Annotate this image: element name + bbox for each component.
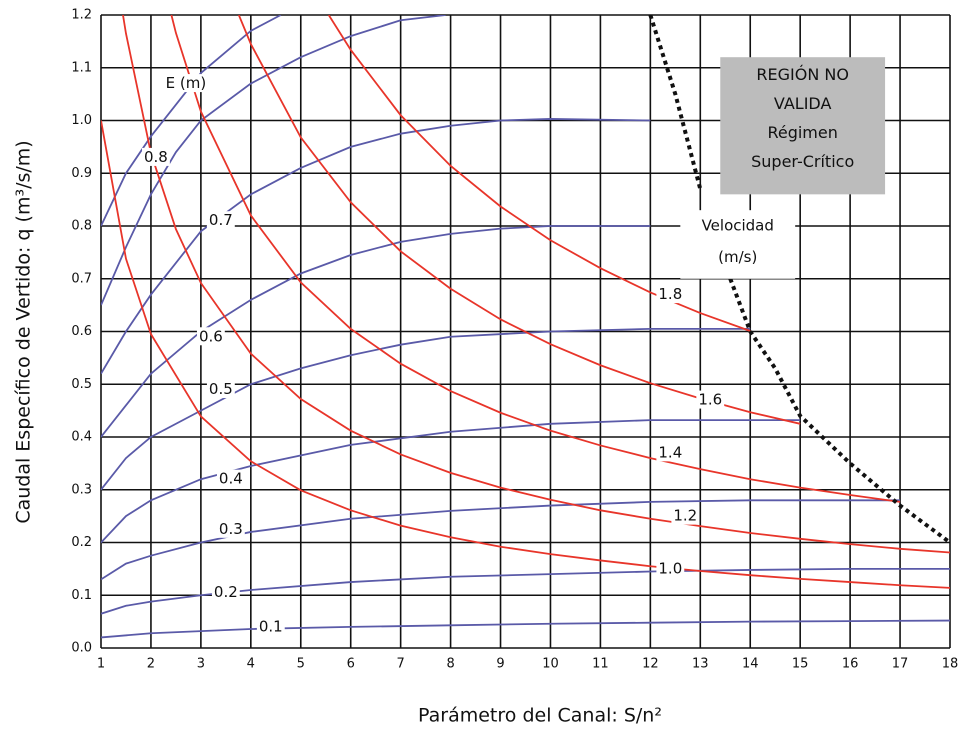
series-label: 0.6 (199, 327, 223, 345)
series-label-bg (216, 469, 245, 488)
series-label: 0.2 (214, 583, 238, 601)
x-tick-label: 7 (397, 657, 405, 672)
series-label-bg (656, 443, 685, 462)
curve (101, 15, 282, 227)
series-label-bg (196, 327, 225, 346)
series-label: 1.0 (658, 559, 682, 577)
series-label: 1.2 (673, 507, 697, 525)
velocity-bg (680, 210, 796, 279)
curve (170, 15, 901, 503)
x-tick-label: 6 (347, 657, 355, 672)
y-tick-label: 0.9 (71, 166, 92, 181)
x-tick-label: 14 (742, 657, 759, 672)
curve (101, 567, 950, 615)
series-label-bg (216, 519, 245, 538)
series-label: 1.8 (658, 285, 682, 303)
series-label: 0.3 (219, 520, 243, 538)
x-tick-label: 18 (942, 657, 959, 672)
y-tick-label: 0.5 (71, 377, 92, 392)
velocity-label: (m/s) (718, 248, 757, 266)
region-label: REGIÓN NO (756, 65, 849, 84)
region-label: Super-Crítico (751, 152, 854, 171)
series-label-bg (206, 211, 235, 230)
x-axis-title: Parámetro del Canal: S/n² (418, 705, 662, 727)
series-label: 0.5 (209, 380, 233, 398)
boundary-line (648, 15, 950, 545)
curve (101, 15, 446, 306)
x-tick-label: 11 (592, 657, 609, 672)
curve (101, 120, 950, 589)
series-label-bg (256, 617, 285, 636)
region-label: Régimen (767, 123, 837, 142)
series-label-bg (211, 583, 240, 602)
x-tick-label: 1 (97, 657, 105, 672)
series-label: 0.4 (219, 470, 243, 488)
energy-label-bg (163, 74, 209, 93)
x-tick-label: 10 (542, 657, 559, 672)
series-label: 0.8 (144, 148, 168, 166)
x-tick-label: 8 (446, 657, 454, 672)
x-tick-label: 13 (692, 657, 709, 672)
curve (101, 225, 651, 438)
series-label-bg (142, 147, 170, 166)
velocity-label: Velocidad (702, 217, 774, 235)
series-label: 0.1 (259, 617, 283, 635)
series-label: 0.7 (209, 211, 233, 229)
curve (101, 118, 651, 375)
x-tick-label: 2 (147, 657, 155, 672)
x-tick-label: 9 (496, 657, 504, 672)
x-tick-label: 12 (642, 657, 659, 672)
curve (101, 619, 950, 639)
y-tick-label: 1.2 (71, 8, 92, 23)
x-tick-label: 4 (247, 657, 255, 672)
y-tick-label: 0.2 (71, 535, 92, 550)
y-tick-label: 0.7 (71, 271, 92, 286)
x-tick-label: 3 (197, 657, 205, 672)
y-tick-label: 0.1 (71, 588, 92, 603)
x-tick-label: 5 (297, 657, 305, 672)
curve (101, 499, 901, 581)
series-label-bg (671, 506, 700, 525)
y-tick-label: 0.3 (71, 482, 92, 497)
curve (101, 327, 751, 491)
x-tick-label: 15 (792, 657, 809, 672)
y-tick-label: 0.0 (71, 641, 92, 656)
x-tick-label: 17 (892, 657, 909, 672)
x-tick-label: 16 (842, 657, 859, 672)
y-tick-label: 1.0 (71, 113, 92, 128)
series-label: 1.6 (698, 391, 722, 409)
y-tick-label: 0.8 (71, 219, 92, 234)
region-box (720, 57, 886, 195)
series-label-bg (696, 390, 725, 409)
series-label: 1.4 (658, 443, 682, 461)
curve (101, 419, 801, 544)
y-axis-title: Caudal Específico de Vertido: q (m³/s/m) (13, 140, 35, 523)
y-tick-label: 1.1 (71, 60, 92, 75)
y-tick-label: 0.4 (71, 430, 92, 445)
series-label-bg (206, 380, 235, 399)
energy-label: E (m) (166, 74, 207, 92)
y-tick-label: 0.6 (71, 324, 92, 339)
region-label: VALIDA (774, 94, 832, 113)
series-label-bg (656, 285, 685, 304)
series-label-bg (656, 559, 685, 578)
curve (122, 15, 950, 554)
